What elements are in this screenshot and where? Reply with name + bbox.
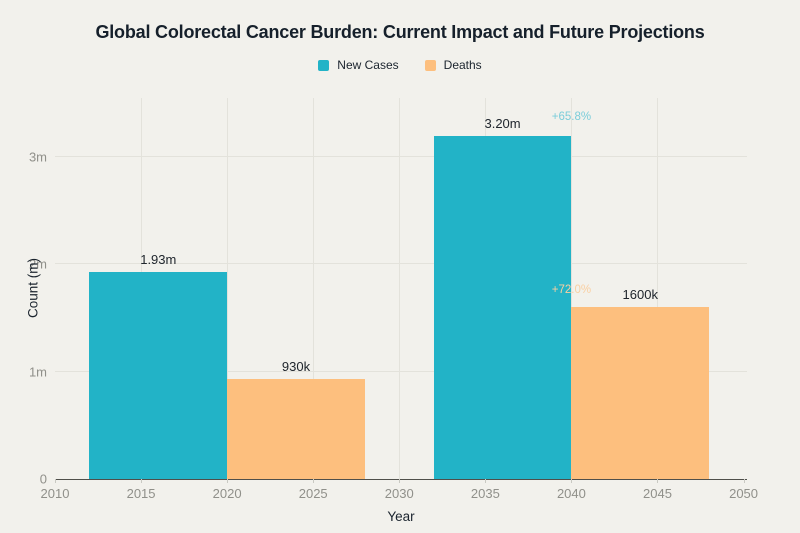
x-tick-label-2030: 2030 bbox=[384, 486, 414, 501]
x-tick-label-2020: 2020 bbox=[212, 486, 242, 501]
x-tick-label-2035: 2035 bbox=[470, 486, 500, 501]
x-tick-label-2015: 2015 bbox=[126, 486, 156, 501]
bar-new-cases-2012[interactable] bbox=[89, 271, 228, 479]
bar-deaths-2040[interactable] bbox=[571, 307, 710, 479]
x-tickmark-2015 bbox=[141, 479, 143, 483]
bar-new-cases-2032[interactable] bbox=[433, 135, 572, 479]
x-tickmark-2035 bbox=[485, 479, 487, 483]
x-tick-label-2045: 2045 bbox=[643, 486, 672, 501]
legend-label: Deaths bbox=[443, 58, 482, 72]
x-tickmark-2050 bbox=[743, 479, 745, 483]
x-tickmark-2010 bbox=[55, 479, 56, 483]
x-tickmark-2025 bbox=[313, 479, 315, 483]
x-tickmark-2040 bbox=[571, 479, 573, 483]
horizontal-gridline-2m bbox=[55, 263, 747, 265]
x-tick-label-2010: 2010 bbox=[40, 486, 70, 501]
x-tickmark-2045 bbox=[657, 479, 659, 483]
bar-value-label-new-cases-2032: 3.20m bbox=[484, 115, 521, 131]
y-tick-label-3m: 3m bbox=[28, 149, 47, 165]
legend-swatch-icon bbox=[318, 59, 330, 71]
x-tickmark-2020 bbox=[227, 479, 229, 483]
y-tick-label-1m: 1m bbox=[28, 364, 47, 380]
chart-title: Global Colorectal Cancer Burden: Current… bbox=[95, 22, 705, 42]
x-tick-label-2050: 2050 bbox=[729, 486, 759, 501]
x-axis-title: Year bbox=[387, 509, 415, 524]
legend-swatch-icon bbox=[424, 59, 436, 71]
horizontal-gridline-1m bbox=[55, 370, 747, 372]
growth-annotation-deaths: +72.0% bbox=[551, 284, 592, 297]
legend-item-new-cases[interactable]: New Cases bbox=[318, 58, 399, 72]
bar-deaths-2020[interactable] bbox=[227, 379, 365, 479]
vertical-gridline-2020 bbox=[227, 98, 229, 479]
x-tickmark-2030 bbox=[399, 479, 401, 483]
legend-item-deaths[interactable]: Deaths bbox=[424, 58, 482, 72]
y-tick-label-0: 0 bbox=[39, 471, 47, 487]
vertical-gridline-2045 bbox=[657, 98, 659, 479]
y-tick-label-2m: 2m bbox=[28, 256, 47, 272]
plot-area: 1.93m 3.20m 930k 1600k +65.8% +72.0% 2010 2015 2… bbox=[29, 98, 758, 501]
vertical-gridline-2040 bbox=[571, 98, 573, 479]
bar-value-label-deaths-2020: 930k bbox=[281, 359, 311, 375]
x-tick-label-2025: 2025 bbox=[298, 486, 328, 501]
bar-value-label-deaths-2040: 1600k bbox=[622, 287, 658, 303]
legend: New Cases Deaths bbox=[0, 58, 800, 72]
y-axis-title: Count (m) bbox=[25, 257, 41, 319]
vertical-gridline-2030 bbox=[399, 98, 401, 479]
growth-annotation-new-cases: +65.8% bbox=[551, 111, 592, 124]
legend-label: New Cases bbox=[337, 58, 399, 72]
vertical-gridline-2025 bbox=[313, 98, 315, 479]
horizontal-gridline-3m bbox=[55, 156, 747, 158]
bar-value-label-new-cases-2012: 1.93m bbox=[140, 251, 177, 267]
x-tick-label-2040: 2040 bbox=[556, 486, 586, 501]
